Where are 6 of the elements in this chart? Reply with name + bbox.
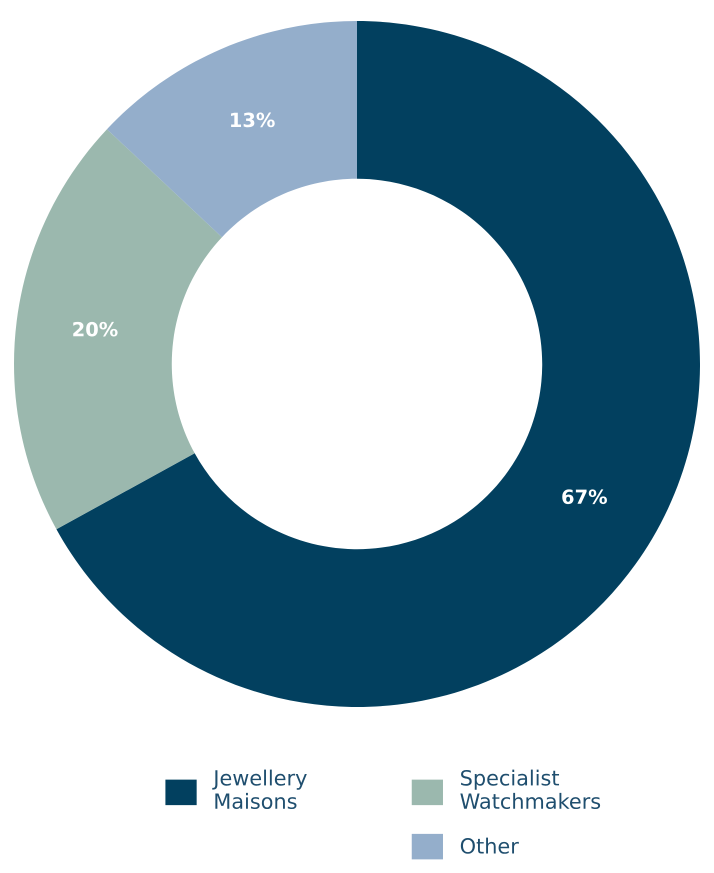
- legend-label: Other: [460, 838, 519, 854]
- legend-label: Specialist Watchmakers: [460, 770, 600, 810]
- data-label: 20%: [73, 322, 118, 337]
- data-label: 67%: [562, 489, 607, 504]
- data-label: 13%: [231, 112, 275, 128]
- legend-label: Jewellery Maisons: [212, 770, 307, 810]
